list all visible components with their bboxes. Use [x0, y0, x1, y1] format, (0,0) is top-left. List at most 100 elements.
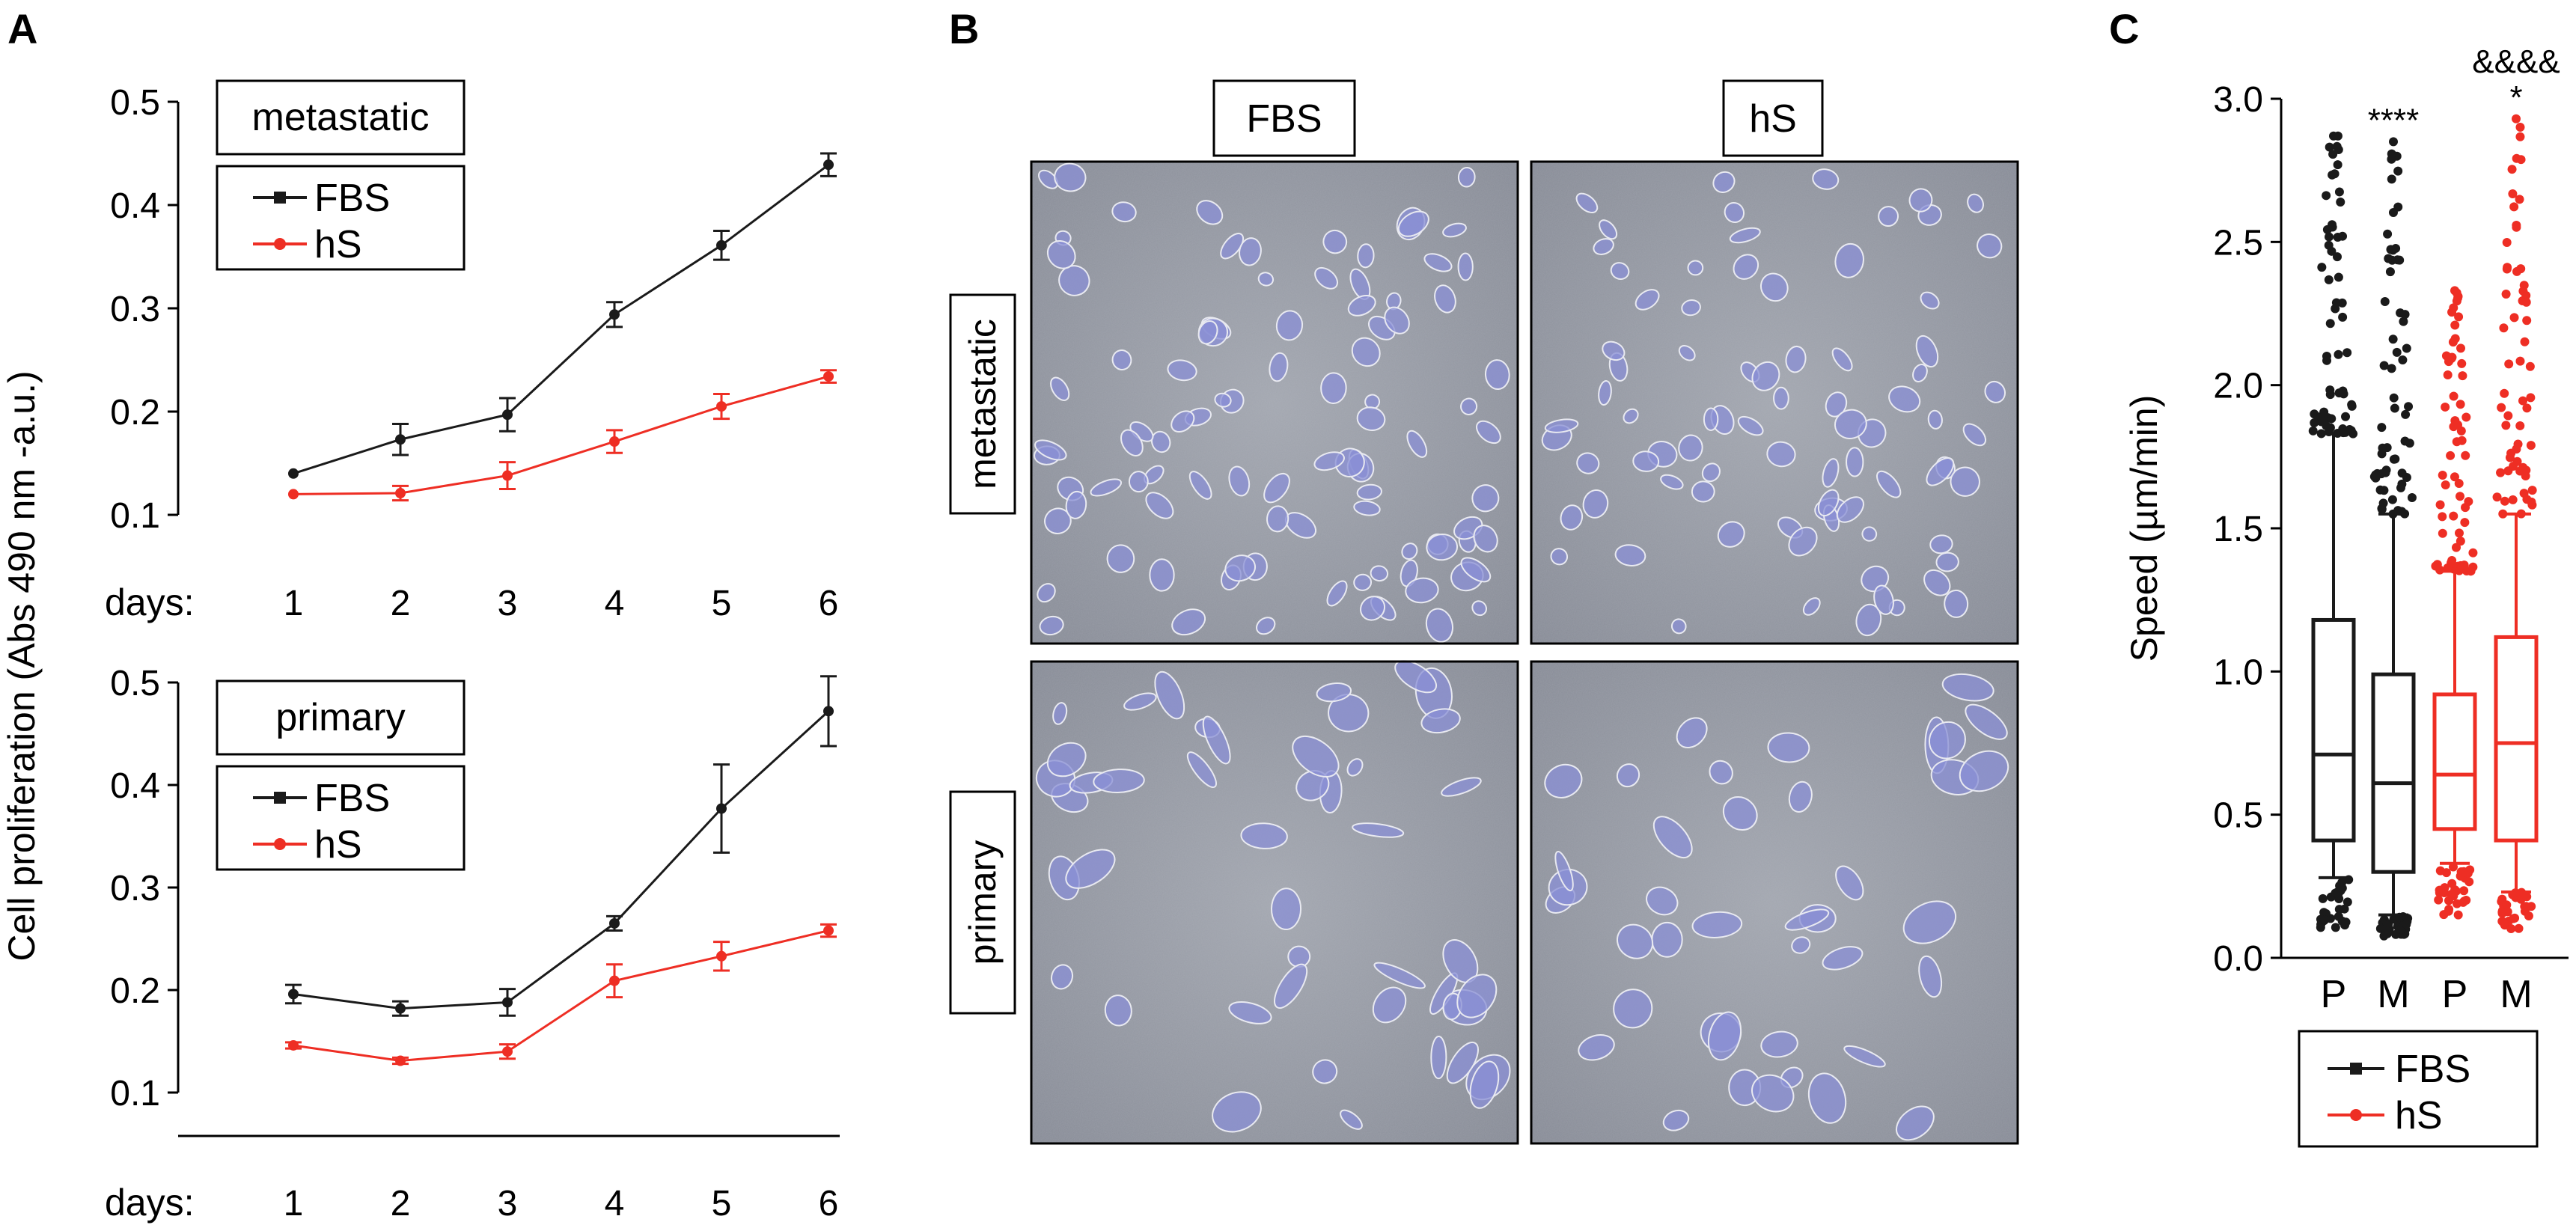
outlier-point: [2503, 466, 2513, 476]
outlier-point: [2341, 412, 2351, 421]
significance-annotation: ****: [2368, 102, 2420, 138]
series-line: [293, 929, 829, 1063]
outlier-point: [2516, 155, 2526, 165]
y-tick-label: 1.0: [2213, 653, 2263, 692]
x-tick-label: 3: [498, 1184, 518, 1224]
outlier-point: [2434, 895, 2444, 905]
chart-metastatic-proliferation: 0.1 0.2 0.3 0.4 0.5 days: 1 2 3 4 5 6 metastatic FBSh…: [105, 79, 838, 623]
cell: [1681, 299, 1701, 317]
cell: [1266, 505, 1289, 533]
outlier-point: [2385, 267, 2395, 277]
y-tick-label: 0.3: [110, 290, 160, 329]
box-m-hs: [2492, 114, 2539, 933]
series-fbs: [288, 152, 837, 479]
legend-label-fbs: FBS: [2395, 1048, 2470, 1091]
box-iqr: [2432, 692, 2477, 831]
y-axis-label: Speed (µm/min): [2123, 395, 2165, 662]
y-tick-label: 0.2: [110, 393, 160, 433]
cell: [1460, 397, 1478, 415]
outlier-point: [2459, 886, 2469, 896]
cell: [1270, 888, 1302, 931]
x-tick-label: M: [2377, 973, 2409, 1016]
outlier-point: [2468, 548, 2478, 557]
outlier-point: [2435, 500, 2445, 510]
micrograph-primary-hs: [1530, 660, 2019, 1145]
cell: [1760, 1030, 1798, 1058]
outlier-point: [2514, 923, 2524, 933]
panel-letter-b: B: [949, 5, 979, 52]
outlier-point: [2401, 409, 2411, 419]
outlier-point: [2324, 240, 2334, 250]
legend-marker: [2350, 1063, 2362, 1075]
data-point: [716, 239, 727, 251]
series-line: [293, 375, 829, 495]
cell: [1576, 452, 1600, 474]
outlier-point: [2329, 131, 2338, 141]
chart-title: primary: [275, 696, 405, 739]
outlier-point: [2402, 920, 2411, 929]
cell: [1054, 162, 1087, 192]
cell: [1678, 345, 1696, 361]
row-label-metastatic: metastatic: [962, 319, 1004, 489]
cell: [1873, 584, 1894, 615]
cell: [1295, 770, 1330, 801]
outlier-point: [2450, 286, 2459, 296]
cell: [1802, 597, 1821, 616]
outlier-point: [2449, 303, 2459, 313]
cell: [1484, 359, 1510, 391]
cell: [1353, 573, 1373, 591]
data-point: [502, 1046, 513, 1057]
cell: [1593, 238, 1614, 255]
outlier-point: [2319, 908, 2329, 917]
cell: [1836, 496, 1864, 523]
cell: [1320, 372, 1347, 404]
data-point: [288, 989, 299, 1000]
outlier-point: [2386, 245, 2396, 254]
cell: [1691, 911, 1743, 938]
legend-marker: [274, 838, 286, 850]
cell: [1476, 420, 1501, 445]
outlier-point: [2520, 337, 2530, 346]
cell: [1292, 735, 1340, 778]
outlier-point: [2497, 908, 2507, 918]
cell: [1729, 227, 1761, 244]
cell: [1785, 345, 1807, 373]
cell: [1346, 758, 1364, 777]
outlier-point: [2379, 361, 2389, 370]
cell: [1106, 544, 1135, 573]
cell: [1228, 465, 1251, 497]
box-iqr: [2371, 672, 2416, 874]
cell: [1434, 284, 1456, 314]
cell: [1825, 391, 1848, 418]
outlier-point: [2438, 470, 2447, 480]
cell: [1220, 233, 1245, 260]
outlier-point: [2338, 312, 2348, 322]
cell: [1058, 265, 1090, 296]
cell: [1928, 721, 1966, 760]
y-tick-label: 0.1: [110, 1074, 160, 1114]
cell: [1224, 555, 1257, 582]
cell: [1773, 386, 1789, 410]
outlier-point: [2334, 889, 2343, 899]
outlier-point: [2322, 191, 2331, 201]
legend-label-hs: hS: [314, 823, 362, 867]
cell: [1406, 430, 1428, 458]
outlier-point: [2382, 923, 2392, 932]
cell: [1575, 192, 1599, 214]
cell: [1039, 615, 1064, 636]
outlier-point: [2524, 911, 2533, 921]
cell: [1878, 206, 1899, 227]
cell: [1370, 565, 1389, 582]
box-p-fbs: [2308, 131, 2358, 932]
x-tick-label: 2: [391, 1184, 411, 1224]
x-tick-label: 2: [391, 584, 411, 623]
cell: [1145, 492, 1174, 519]
col-label-box-hs: [1722, 79, 1824, 157]
cell: [1326, 580, 1348, 607]
cell: [1460, 557, 1492, 583]
cell: [1171, 410, 1195, 433]
legend-label-hs: hS: [2395, 1094, 2443, 1137]
cell: [1186, 751, 1217, 789]
cell: [1212, 1091, 1262, 1133]
